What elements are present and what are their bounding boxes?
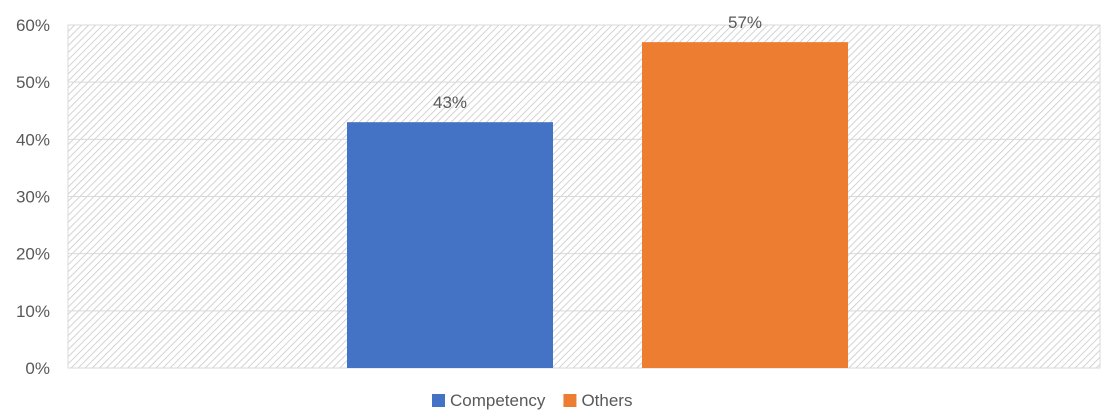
legend: Competency Others: [432, 391, 632, 410]
y-tick-label: 60%: [16, 16, 50, 35]
y-tick-label: 20%: [16, 245, 50, 264]
y-tick-label: 40%: [16, 130, 50, 149]
legend-label: Competency: [450, 391, 546, 410]
y-tick-label: 50%: [16, 73, 50, 92]
data-labels: 43% 57%: [433, 13, 762, 112]
gridlines: [68, 24, 1100, 369]
bar-competency: [347, 122, 553, 368]
y-tick-label: 10%: [16, 302, 50, 321]
bars: [347, 42, 848, 369]
bar-others: [642, 42, 848, 369]
legend-item-others: Others: [563, 391, 632, 410]
y-tick-label: 0%: [25, 359, 50, 378]
y-tick-label: 30%: [16, 188, 50, 207]
y-axis: 0% 10% 20% 30% 40% 50% 60%: [16, 16, 50, 378]
legend-swatch: [563, 394, 577, 407]
legend-item-competency: Competency: [432, 391, 546, 410]
data-label-others: 57%: [728, 13, 762, 32]
data-label-competency: 43%: [433, 93, 467, 112]
legend-label: Others: [581, 391, 632, 410]
legend-swatch: [432, 394, 445, 407]
